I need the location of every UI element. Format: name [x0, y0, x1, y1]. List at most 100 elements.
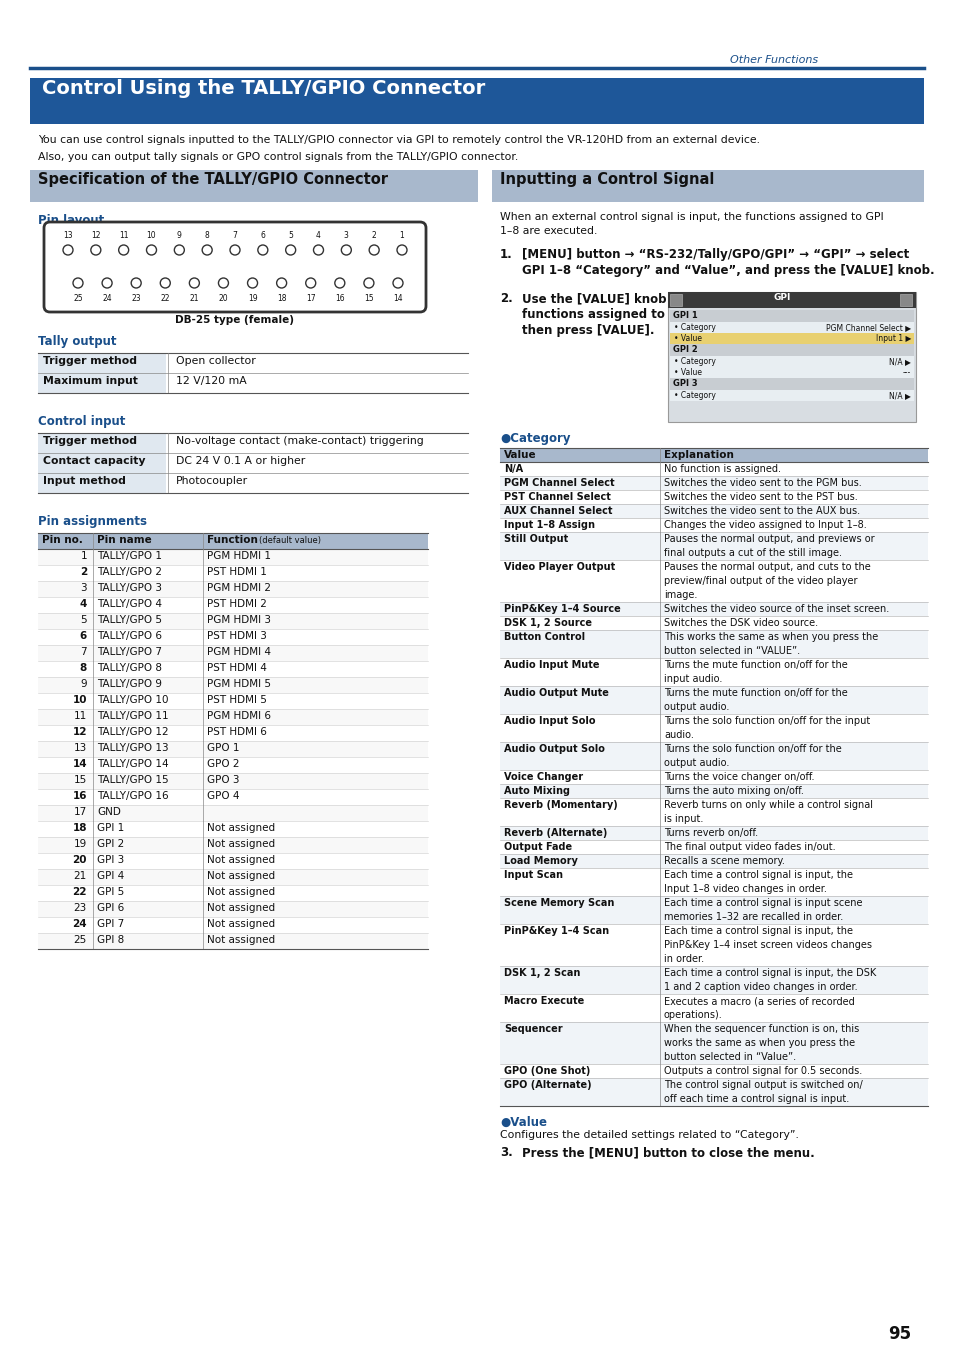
Text: 23: 23 [73, 903, 87, 913]
Text: Switches the video sent to the PST bus.: Switches the video sent to the PST bus. [663, 491, 857, 502]
Bar [38, 549, 428, 566]
Text: Still Output: Still Output [503, 535, 568, 544]
Text: Contact capacity: Contact capacity [43, 456, 146, 466]
Text: 11: 11 [119, 231, 129, 240]
Text: 5: 5 [288, 231, 293, 240]
Text: 11: 11 [73, 711, 87, 721]
Bar [499, 462, 927, 477]
Bar [667, 292, 915, 423]
Bar [499, 743, 927, 770]
Text: Other Functions: Other Functions [729, 55, 818, 65]
Bar [38, 757, 428, 774]
Bar [669, 378, 913, 390]
Text: TALLY/GPO 11: TALLY/GPO 11 [97, 711, 169, 721]
Bar [499, 769, 927, 784]
Text: PST HDMI 6: PST HDMI 6 [207, 728, 267, 737]
Text: Each time a control signal is input, the DSK: Each time a control signal is input, the… [663, 968, 876, 977]
Circle shape [132, 278, 141, 288]
Text: Press the [MENU] button to close the menu.: Press the [MENU] button to close the men… [521, 1146, 814, 1160]
Text: button selected in “VALUE”.: button selected in “VALUE”. [663, 647, 800, 656]
Text: 12: 12 [72, 728, 87, 737]
Bar [38, 580, 428, 597]
Bar [38, 597, 428, 613]
Bar [499, 1064, 927, 1079]
Text: input audio.: input audio. [663, 674, 721, 684]
Text: 22: 22 [160, 294, 170, 302]
Text: GPO 1: GPO 1 [207, 743, 239, 753]
Text: 15: 15 [73, 775, 87, 784]
Circle shape [393, 278, 402, 288]
Text: 20: 20 [72, 855, 87, 865]
Text: output audio.: output audio. [663, 757, 729, 768]
Bar [38, 886, 428, 900]
Text: TALLY/GPO 6: TALLY/GPO 6 [97, 630, 162, 641]
Text: Turns reverb on/off.: Turns reverb on/off. [663, 828, 758, 838]
Text: Input 1 ▶: Input 1 ▶ [875, 333, 910, 343]
Text: 6: 6 [260, 231, 265, 240]
Text: Turns the solo function on/off for the input: Turns the solo function on/off for the i… [663, 716, 869, 726]
Text: When the sequencer function is on, this: When the sequencer function is on, this [663, 1025, 859, 1034]
Text: off each time a control signal is input.: off each time a control signal is input. [663, 1094, 848, 1104]
Text: GPI 1: GPI 1 [672, 310, 697, 320]
Text: GPI 3: GPI 3 [97, 855, 124, 865]
Text: Not assigned: Not assigned [207, 855, 274, 865]
Text: Also, you can output tally signals or GPO control signals from the TALLY/GPIO co: Also, you can output tally signals or GP… [38, 153, 517, 162]
Text: TALLY/GPO 4: TALLY/GPO 4 [97, 599, 162, 609]
Text: Turns the mute function on/off for the: Turns the mute function on/off for the [663, 688, 847, 698]
Text: Pauses the normal output, and cuts to the: Pauses the normal output, and cuts to th… [663, 562, 870, 572]
Text: Output Fade: Output Fade [503, 842, 572, 852]
Circle shape [369, 244, 378, 255]
Text: TALLY/GPO 2: TALLY/GPO 2 [97, 567, 162, 576]
Text: GPI 5: GPI 5 [97, 887, 124, 896]
Text: TALLY/GPO 12: TALLY/GPO 12 [97, 728, 169, 737]
Text: Outputs a control signal for 0.5 seconds.: Outputs a control signal for 0.5 seconds… [663, 1066, 862, 1076]
Bar [499, 967, 927, 994]
Circle shape [341, 244, 351, 255]
Text: DSK 1, 2 Scan: DSK 1, 2 Scan [503, 968, 579, 977]
Bar [38, 613, 428, 629]
Text: then press [VALUE].: then press [VALUE]. [521, 324, 654, 338]
Bar [667, 292, 915, 308]
Text: Input method: Input method [43, 477, 126, 486]
Text: PGM HDMI 3: PGM HDMI 3 [207, 616, 271, 625]
Text: Not assigned: Not assigned [207, 919, 274, 929]
Text: GPI 1: GPI 1 [97, 824, 124, 833]
Text: Trigger method: Trigger method [43, 356, 137, 366]
Text: GPO (One Shot): GPO (One Shot) [503, 1066, 590, 1076]
Text: works the same as when you press the: works the same as when you press the [663, 1038, 854, 1048]
Circle shape [230, 244, 240, 255]
Bar [499, 784, 927, 798]
Text: Turns the mute function on/off for the: Turns the mute function on/off for the [663, 660, 847, 670]
Bar [38, 454, 166, 472]
Bar [38, 788, 428, 805]
Text: GPI: GPI [773, 293, 790, 302]
Text: Sequencer: Sequencer [503, 1025, 562, 1034]
Text: Tally output: Tally output [38, 335, 116, 348]
Bar [499, 923, 927, 967]
Text: Voice Changer: Voice Changer [503, 772, 582, 782]
Text: N/A ▶: N/A ▶ [888, 356, 910, 366]
Text: • Category: • Category [673, 356, 715, 366]
Text: 8: 8 [80, 663, 87, 674]
Text: memories 1–32 are recalled in order.: memories 1–32 are recalled in order. [663, 913, 842, 922]
Text: Auto Mixing: Auto Mixing [503, 786, 569, 796]
Text: 15: 15 [364, 294, 374, 302]
Text: 4: 4 [315, 231, 320, 240]
Bar [38, 662, 428, 676]
Bar [492, 170, 923, 202]
Text: Trigger method: Trigger method [43, 436, 137, 446]
Text: 9: 9 [80, 679, 87, 688]
Text: Configures the detailed settings related to “Category”.: Configures the detailed settings related… [499, 1130, 798, 1139]
Text: ---: --- [902, 369, 910, 377]
Bar [669, 367, 913, 378]
Bar [38, 709, 428, 725]
Bar [499, 855, 927, 868]
Text: N/A: N/A [503, 464, 522, 474]
Text: DB-25 type (female): DB-25 type (female) [175, 315, 294, 325]
Text: Open collector: Open collector [175, 356, 255, 366]
Text: Switches the video sent to the PGM bus.: Switches the video sent to the PGM bus. [663, 478, 861, 487]
Text: is input.: is input. [663, 814, 702, 824]
Circle shape [314, 244, 323, 255]
Bar [499, 1022, 927, 1064]
Text: Pauses the normal output, and previews or: Pauses the normal output, and previews o… [663, 535, 874, 544]
